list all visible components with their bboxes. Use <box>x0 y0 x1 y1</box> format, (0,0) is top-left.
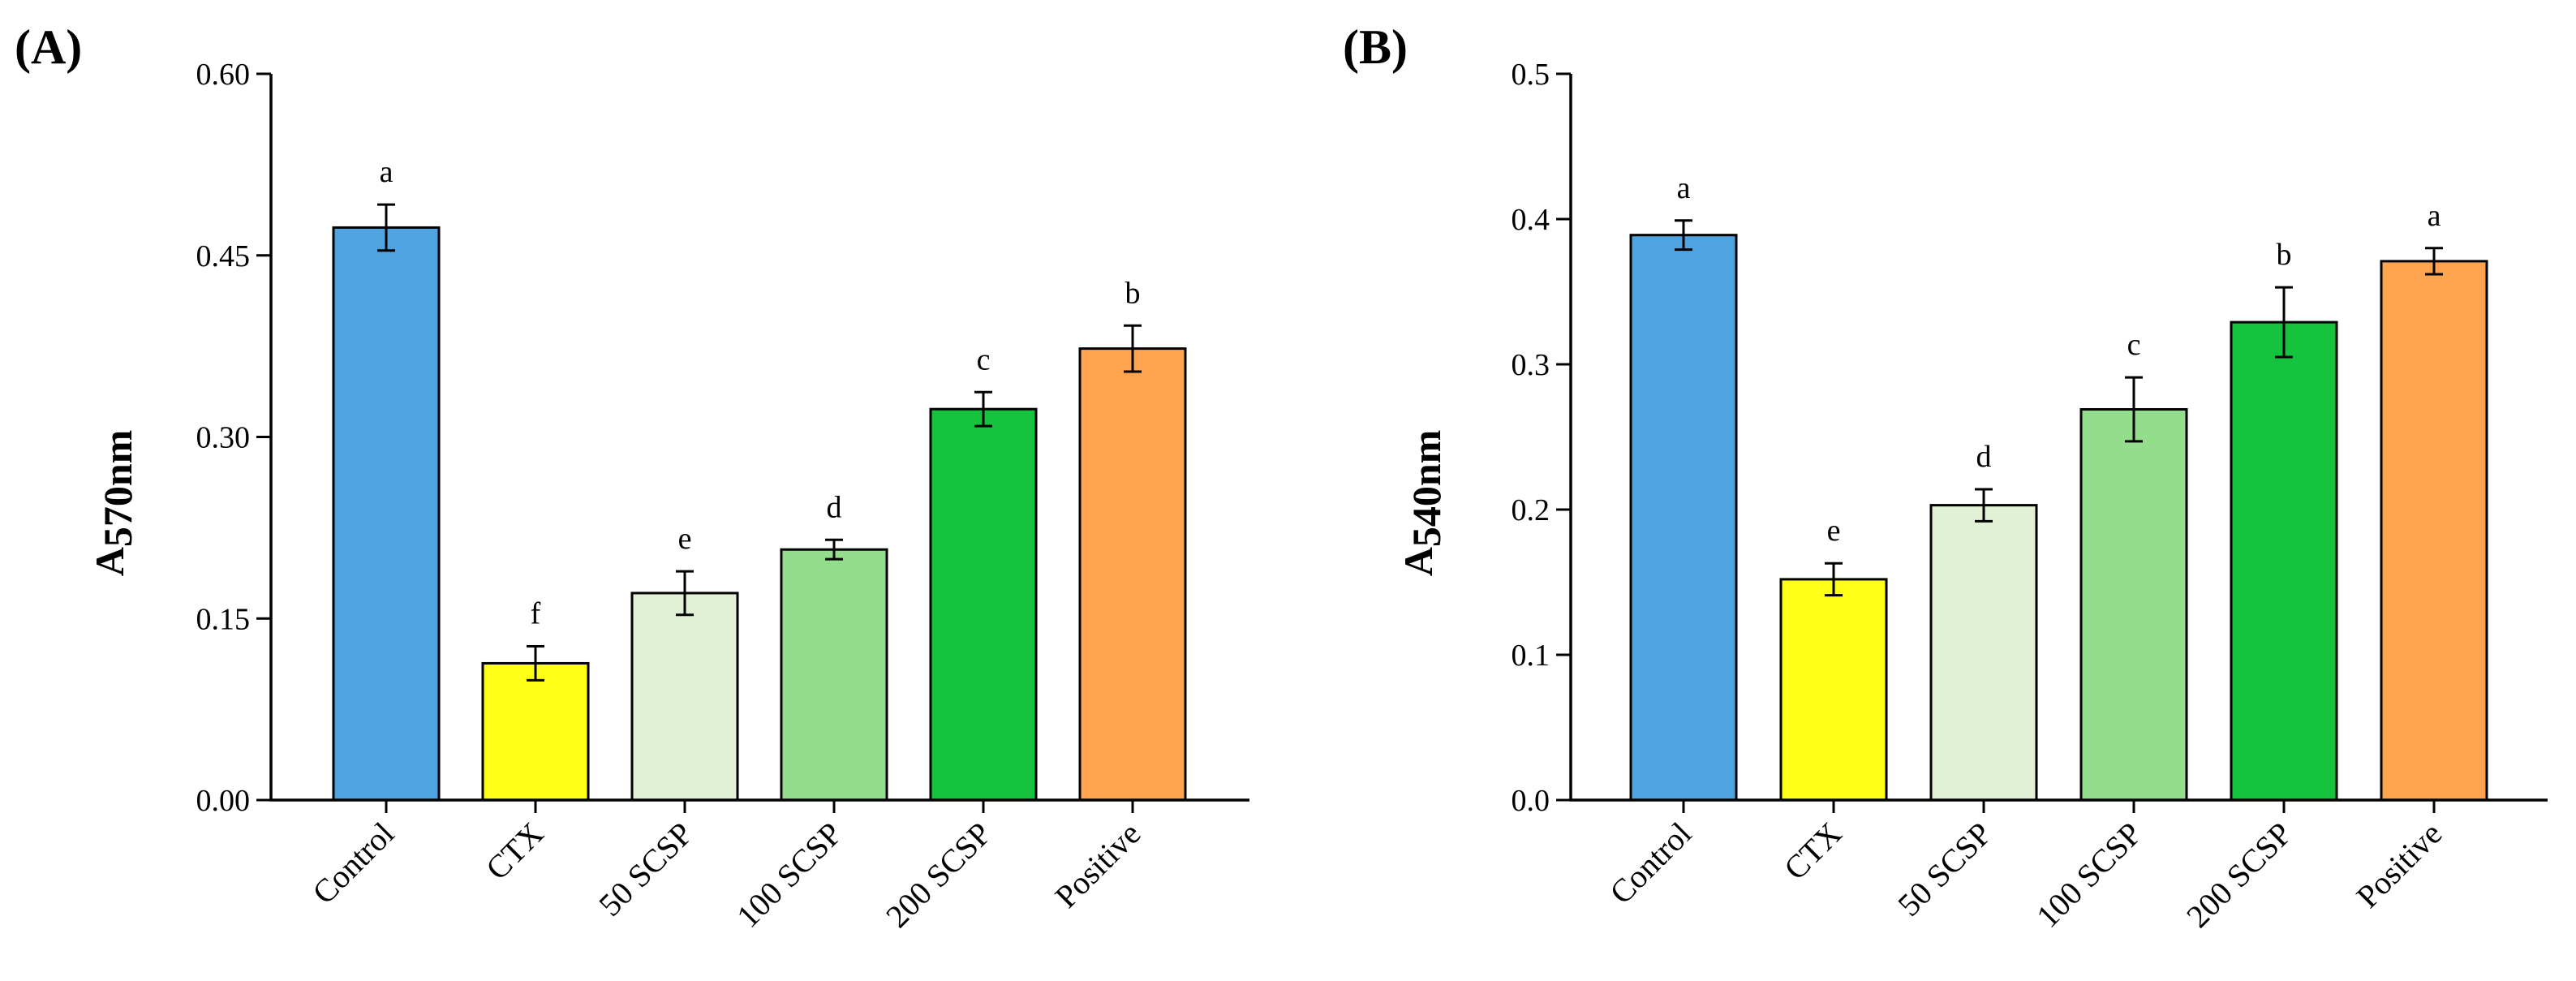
panel-a-significance-letter: c <box>977 342 991 376</box>
panel-b-bar <box>2380 260 2488 802</box>
panel-b: (B) A540nm 0.0 0.1 0.2 0.3 0.4 0.5 a Control e CT… <box>1343 20 2548 935</box>
panel-b-x-tick-label: 100 SCSP <box>2029 815 2148 935</box>
panel-a-y-axis-title: A570nm <box>87 430 140 577</box>
panel-a-bar <box>780 548 888 802</box>
panel-a-x-tick-label: Control <box>305 815 401 911</box>
panel-a: (A) A570nm 0.00 0.15 0.30 0.45 0.60 a Control f… <box>15 20 1249 935</box>
panel-a-plot: 0.00 0.15 0.30 0.45 0.60 a Control f CTX e 50 SCSP… <box>196 58 1249 935</box>
panel-a-bar <box>929 407 1038 802</box>
panel-a-x-tick-label: 100 SCSP <box>729 815 849 935</box>
panel-b-x-tick-label: 200 SCSP <box>2179 815 2299 935</box>
panel-a-significance-letter: a <box>380 155 393 189</box>
panel-b-y-axis-title-sub: 540nm <box>1404 430 1449 547</box>
panel-b-significance-letter: a <box>1677 171 1691 205</box>
panel-a-x-tick-label: 200 SCSP <box>879 815 998 935</box>
panel-a-bar <box>481 661 590 802</box>
panel-a-significance-letter: f <box>531 597 541 631</box>
panel-a-y-tick-label: 0.15 <box>196 602 251 636</box>
panel-b-x-tick-label: Control <box>1602 815 1698 911</box>
panel-b-significance-letter: c <box>2127 328 2141 362</box>
panel-a-bar <box>630 592 739 802</box>
panel-b-y-tick-label: 0.0 <box>1512 784 1550 818</box>
panel-b-bar <box>1929 504 2038 802</box>
panel-b-y-tick-label: 0.5 <box>1512 58 1550 92</box>
panel-a-y-tick-label: 0.60 <box>196 58 251 92</box>
panel-b-y-tick-label: 0.4 <box>1512 203 1550 237</box>
panel-a-y-axis-title-sub: 570nm <box>95 430 140 547</box>
panel-b-significance-letter: d <box>1976 440 1992 474</box>
panel-b-y-tick-label: 0.1 <box>1512 639 1550 673</box>
panel-a-bar <box>332 226 441 802</box>
panel-b-x-tick-label: Positive <box>2349 815 2449 915</box>
panel-a-y-tick-label: 0.30 <box>196 421 251 455</box>
panel-a-significance-letter: b <box>1125 276 1141 310</box>
panel-b-x-tick-label: 50 SCSP <box>1890 815 1998 923</box>
panel-b-bar <box>1629 234 1738 802</box>
panel-b-plot: 0.0 0.1 0.2 0.3 0.4 0.5 a Control e CTX d 50 SCSP c 1… <box>1512 58 2548 935</box>
panel-b-significance-letter: a <box>2428 199 2441 233</box>
panel-b-significance-letter: b <box>2277 238 2292 272</box>
panel-b-y-axis-title-main: A <box>1396 547 1441 576</box>
panel-b-bar <box>2079 407 2188 802</box>
panel-b-y-axis-title: A540nm <box>1396 430 1449 577</box>
panel-a-y-axis-title-main: A <box>87 547 132 576</box>
panel-b-y-tick-label: 0.3 <box>1512 348 1550 382</box>
panel-b-x-tick-label: CTX <box>1777 815 1848 886</box>
panel-b-bar <box>1779 578 1888 802</box>
panel-b-label: (B) <box>1343 20 1408 74</box>
panel-a-y-tick-label: 0.00 <box>196 784 251 818</box>
panel-b-significance-letter: e <box>1827 514 1841 548</box>
panel-b-bar <box>2230 321 2338 802</box>
panel-a-significance-letter: e <box>678 522 692 556</box>
panel-a-y-tick-label: 0.45 <box>196 239 251 273</box>
panel-b-y-tick-label: 0.2 <box>1512 493 1550 527</box>
panel-a-significance-letter: d <box>827 490 842 524</box>
panel-a-label: (A) <box>15 20 82 74</box>
panel-a-x-tick-label: 50 SCSP <box>591 815 699 923</box>
panel-a-x-tick-label: CTX <box>479 815 550 886</box>
panel-a-x-tick-label: Positive <box>1047 815 1147 915</box>
panel-a-bar <box>1078 347 1187 802</box>
